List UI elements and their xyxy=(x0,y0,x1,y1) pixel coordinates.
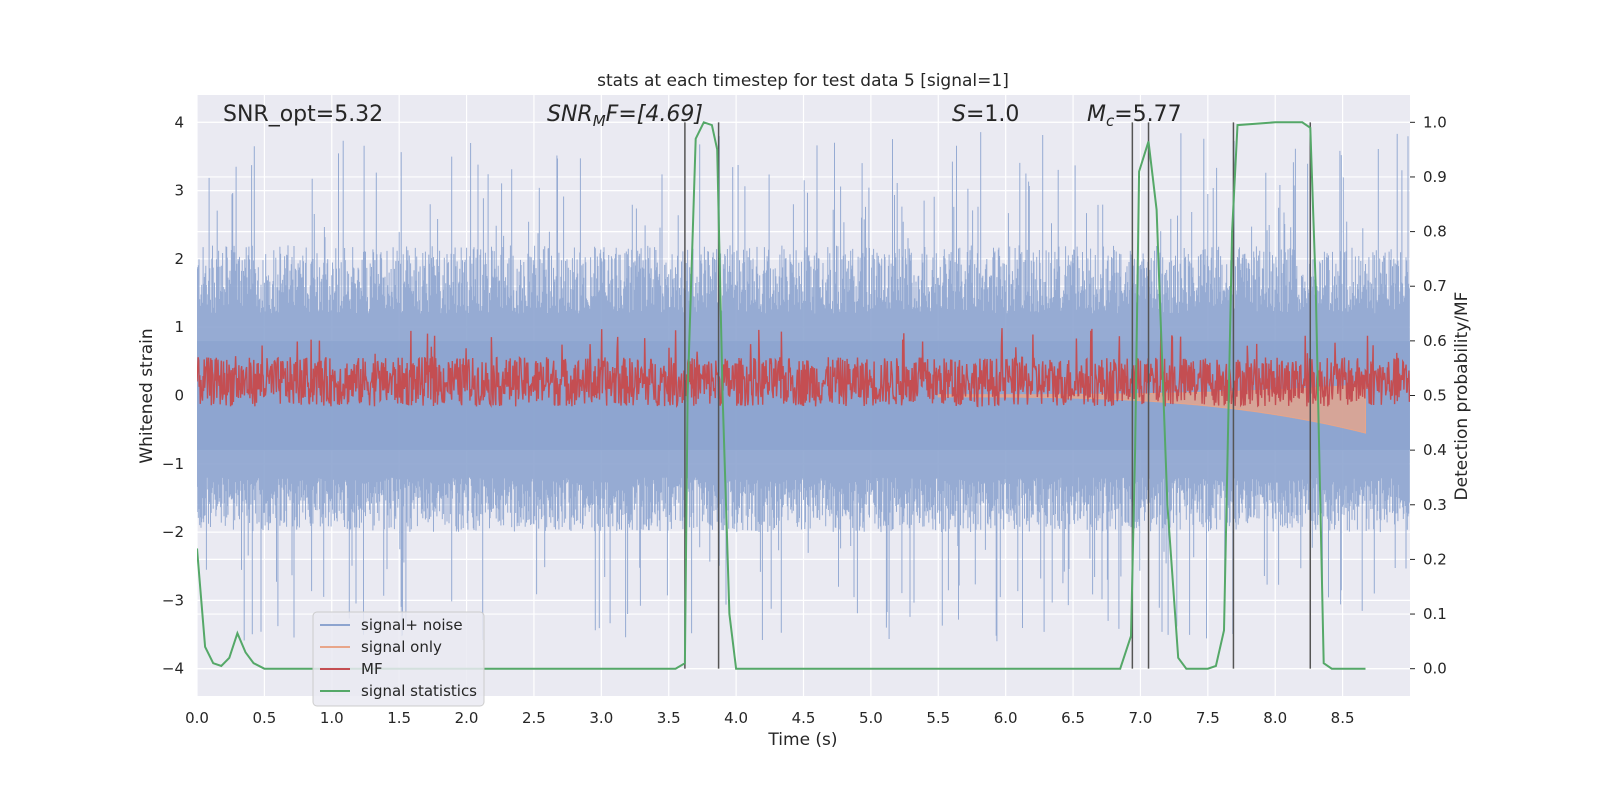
x-tick-label: 3.5 xyxy=(657,709,681,727)
y-right-axis-label: Detection probability/MF xyxy=(1452,292,1472,501)
y-tick-label: −3 xyxy=(162,591,184,609)
x-tick-label: 7.5 xyxy=(1196,709,1220,727)
x-tick-label: 6.0 xyxy=(994,709,1018,727)
x-tick-label: 8.5 xyxy=(1331,709,1355,727)
legend-label-mf: MF xyxy=(361,660,383,678)
x-tick-label: 0.5 xyxy=(252,709,276,727)
legend-label-signal-noise: signal+ noise xyxy=(361,616,463,634)
x-tick-label: 4.0 xyxy=(724,709,748,727)
annotation-s: S=1.0 xyxy=(952,102,1019,127)
y-right-tick-label: 0.3 xyxy=(1423,496,1447,514)
mf-trace xyxy=(197,328,1410,409)
x-tick-label: 8.0 xyxy=(1263,709,1287,727)
annotation-snr-mf: SNRMF=[4.69] xyxy=(547,102,703,130)
series-mf xyxy=(197,328,1410,409)
x-tick-label: 2.5 xyxy=(522,709,546,727)
x-tick-label: 4.5 xyxy=(792,709,816,727)
y-tick-label: 4 xyxy=(174,113,184,131)
annotation-snr-opt: SNR_opt=5.32 xyxy=(223,102,383,127)
y-right-tick-label: 0.5 xyxy=(1423,387,1447,405)
x-tick-label: 0.0 xyxy=(185,709,209,727)
y-right-tick-labels: 1.0 0.9 0.8 0.7 0.6 0.5 0.4 0.3 0.2 0.1 0.0 xyxy=(1423,113,1447,677)
annotation-mc: Mc=5.77 xyxy=(1087,102,1182,130)
y-tick-label: 0 xyxy=(174,387,184,405)
x-axis-label: Time (s) xyxy=(767,730,837,750)
x-tick-label: 5.0 xyxy=(859,709,883,727)
y-tick-label: 1 xyxy=(174,318,184,336)
y-tick-label: 2 xyxy=(174,250,184,268)
y-right-tick-label: 0.8 xyxy=(1423,223,1447,241)
series-signal-statistics xyxy=(197,121,1366,670)
y-right-tick-label: 0.6 xyxy=(1423,332,1447,350)
x-tick-label: 2.0 xyxy=(455,709,479,727)
x-tick-label: 6.5 xyxy=(1061,709,1085,727)
y-right-tick-label: 1.0 xyxy=(1423,113,1447,131)
y-right-tick-label: 0.2 xyxy=(1423,550,1447,568)
x-tick-label: 1.0 xyxy=(320,709,344,727)
x-tick-label: 7.0 xyxy=(1129,709,1153,727)
x-tick-label: 3.0 xyxy=(589,709,613,727)
x-tick-label: 5.5 xyxy=(926,709,950,727)
y-right-tick-label: 0.0 xyxy=(1423,660,1447,678)
y-right-tick-label: 0.7 xyxy=(1423,277,1447,295)
y-tick-label: −2 xyxy=(162,523,184,541)
y-right-tick-label: 0.4 xyxy=(1423,441,1447,459)
y-tick-label: 3 xyxy=(174,182,184,200)
y-axis-label: Whitened strain xyxy=(137,328,157,463)
chart-title: stats at each timestep for test data 5 [… xyxy=(597,71,1009,91)
legend: signal+ noise signal only MF signal stat… xyxy=(312,611,485,707)
y-tick-label: −4 xyxy=(162,660,184,678)
legend-label-signal-only: signal only xyxy=(361,638,442,656)
legend-box xyxy=(312,611,485,707)
y-right-tick-label: 0.9 xyxy=(1423,168,1447,186)
legend-label-signal-statistics: signal statistics xyxy=(361,682,477,700)
y-tick-label: −1 xyxy=(162,455,184,473)
signal-statistics-line xyxy=(197,121,1366,670)
y-tick-labels: 4 3 2 1 0 −1 −2 −3 −4 xyxy=(162,113,184,677)
x-tick-label: 1.5 xyxy=(387,709,411,727)
x-tick-labels: 0.0 0.5 1.0 1.5 2.0 2.5 3.0 3.5 4.0 4.5 5.0 5.5 6.0 6… xyxy=(185,709,1354,727)
y-right-tick-label: 0.1 xyxy=(1423,605,1447,623)
